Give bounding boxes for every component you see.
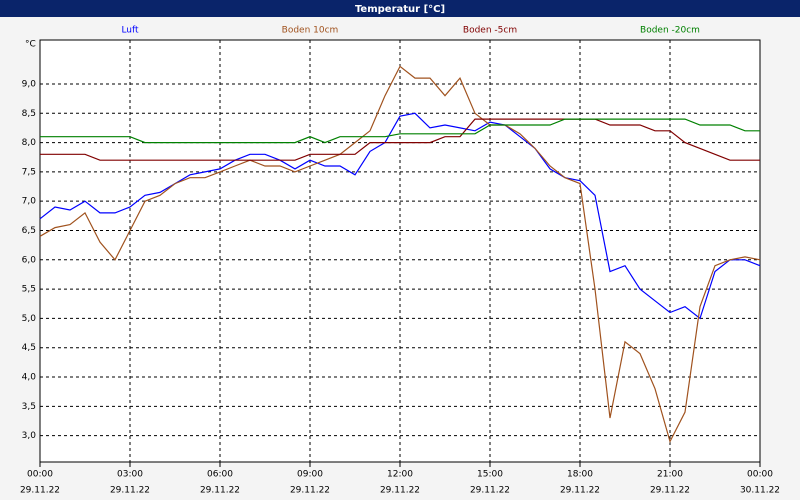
series-line [39,65,761,444]
x-tick-label: 03:00 [117,470,143,480]
series-line [40,118,760,144]
x-tick-date: 29.11.22 [560,486,600,496]
y-tick-label: 4,5 [22,343,36,353]
y-tick-label: 4,0 [22,373,37,383]
x-tick-date: 29.11.22 [470,486,510,496]
y-tick-label: 6,5 [22,226,36,236]
x-tick-label: 21:00 [657,470,683,480]
x-tick-date: 29.11.22 [650,486,690,496]
title-bar [0,0,800,17]
series-line [40,118,760,161]
x-tick-date: 29.11.22 [20,486,60,496]
x-tick-label: 15:00 [477,470,503,480]
x-tick-label: 00:00 [27,470,53,480]
x-tick-date: 29.11.22 [290,486,330,496]
legend-entry: Boden 10cm [282,26,339,36]
chart-title: Temperatur [°C] [355,4,445,15]
y-tick-label: 6,0 [22,255,37,265]
y-tick-label: 9,0 [22,79,37,89]
y-tick-label: 3,5 [22,402,36,412]
y-tick-label: 5,0 [22,314,37,324]
y-tick-label: 7,0 [22,197,37,207]
series-line [39,112,761,320]
legend-entry: Boden -5cm [463,26,517,36]
x-tick-label: 00:00 [747,470,773,480]
x-tick-label: 09:00 [297,470,323,480]
y-tick-label: 8,0 [22,138,37,148]
x-tick-label: 12:00 [387,470,413,480]
x-tick-label: 18:00 [567,470,593,480]
x-tick-date: 29.11.22 [380,486,420,496]
legend-entry: Boden -20cm [640,26,700,36]
y-tick-label: 5,5 [22,285,36,295]
x-tick-label: 06:00 [207,470,233,480]
y-unit: °C [25,40,36,50]
x-tick-date: 29.11.22 [200,486,240,496]
y-tick-label: 8,5 [22,109,36,119]
y-tick-label: 7,5 [22,167,36,177]
y-tick-label: 3,0 [22,431,37,441]
x-tick-date: 29.11.22 [110,486,150,496]
x-tick-date: 30.11.22 [740,486,780,496]
legend-entry: Luft [121,26,139,36]
